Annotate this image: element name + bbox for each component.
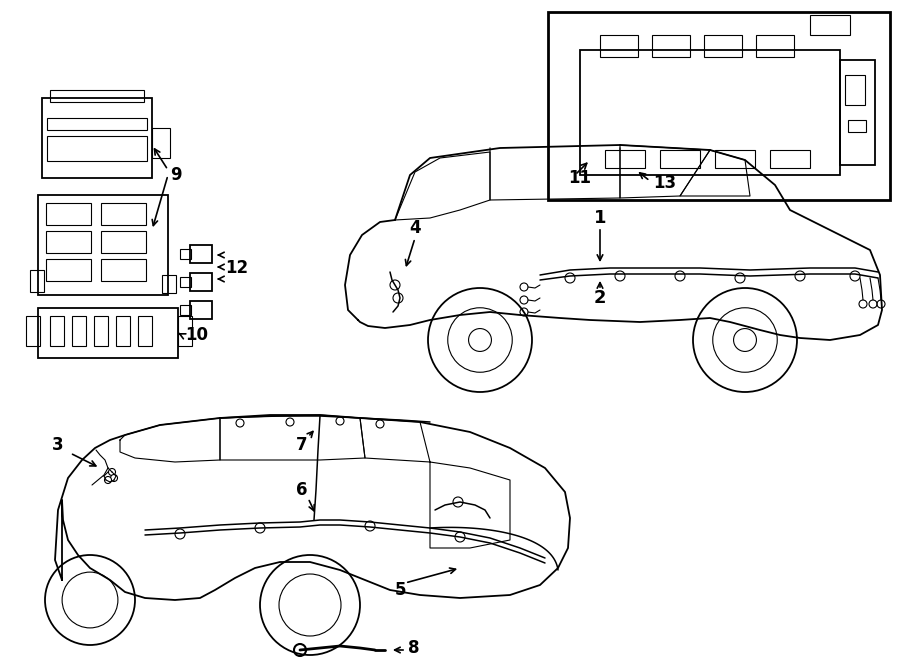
Bar: [770, 150, 810, 168]
Bar: [704, 35, 742, 57]
Bar: [660, 150, 700, 168]
Bar: [180, 277, 191, 287]
Bar: [652, 35, 690, 57]
Bar: [72, 316, 86, 346]
Bar: [152, 128, 170, 158]
Bar: [50, 90, 144, 102]
Bar: [190, 301, 212, 319]
Bar: [810, 15, 850, 35]
Text: 6: 6: [296, 481, 308, 499]
Bar: [38, 195, 168, 295]
Bar: [178, 316, 192, 346]
Bar: [138, 316, 152, 346]
Bar: [47, 118, 147, 130]
Circle shape: [111, 475, 118, 481]
Text: 10: 10: [185, 326, 208, 344]
Bar: [845, 75, 865, 105]
Text: 1: 1: [594, 209, 607, 227]
Bar: [840, 60, 875, 165]
Bar: [116, 316, 130, 346]
Text: 3: 3: [52, 436, 64, 454]
Bar: [190, 245, 212, 263]
Text: 13: 13: [653, 174, 676, 192]
Bar: [50, 316, 64, 346]
Bar: [180, 249, 191, 259]
Bar: [30, 270, 44, 292]
Bar: [580, 50, 840, 175]
Bar: [46, 259, 91, 281]
Bar: [101, 231, 146, 253]
Text: 4: 4: [410, 219, 421, 237]
Bar: [600, 35, 638, 57]
Bar: [605, 150, 645, 168]
Bar: [548, 12, 890, 200]
Text: 8: 8: [408, 639, 419, 657]
Bar: [162, 275, 176, 293]
Text: 5: 5: [394, 581, 406, 599]
Text: 7: 7: [296, 436, 308, 454]
Bar: [180, 305, 191, 315]
Bar: [42, 98, 152, 178]
Bar: [26, 316, 40, 346]
Bar: [46, 203, 91, 225]
Bar: [101, 203, 146, 225]
Bar: [756, 35, 794, 57]
Bar: [94, 316, 108, 346]
Text: 11: 11: [568, 169, 591, 187]
Text: 9: 9: [170, 166, 182, 184]
Circle shape: [109, 469, 115, 475]
Bar: [848, 120, 866, 132]
Bar: [190, 273, 212, 291]
Bar: [38, 308, 178, 358]
Bar: [47, 136, 147, 161]
Bar: [101, 259, 146, 281]
Bar: [46, 231, 91, 253]
Text: 2: 2: [594, 289, 607, 307]
Text: 12: 12: [225, 259, 248, 277]
Bar: [715, 150, 755, 168]
Circle shape: [104, 477, 112, 483]
